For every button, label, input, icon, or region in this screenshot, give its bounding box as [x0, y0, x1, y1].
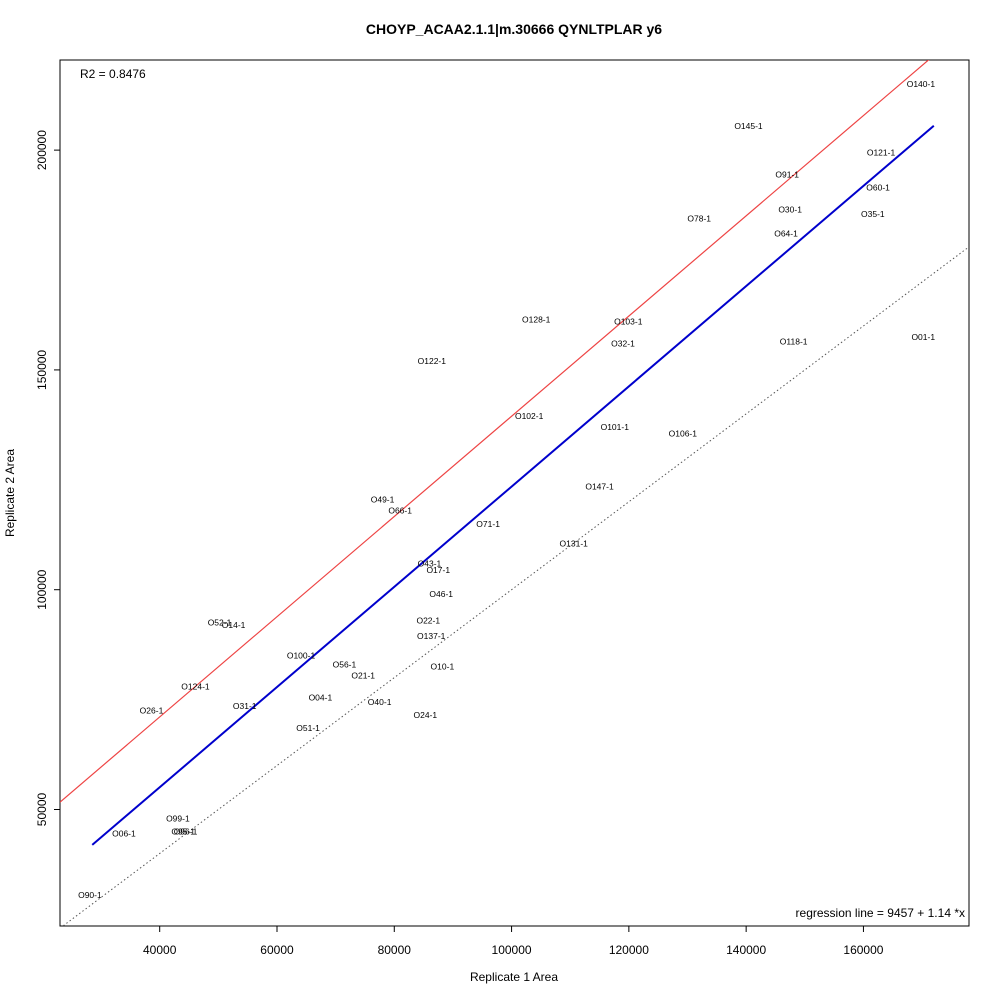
point-label: O14-1: [222, 620, 246, 630]
point-label: O30-1: [778, 204, 802, 214]
point-label: O78-1: [687, 213, 711, 223]
point-label: O71-1: [476, 519, 500, 529]
point-label: O22-1: [416, 615, 440, 625]
point-label: O118-1: [780, 336, 808, 346]
r2-annotation: R2 = 0.8476: [80, 67, 146, 81]
y-axis-label: Replicate 2 Area: [3, 449, 17, 537]
y-tick-label: 150000: [35, 350, 49, 390]
point-label: O31-1: [233, 701, 257, 711]
point-label: O32-1: [611, 339, 635, 349]
point-label: O102-1: [515, 411, 544, 421]
point-label: O131-1: [560, 539, 589, 549]
y-tick-label: 50000: [35, 792, 49, 826]
point-label: O06-1: [112, 829, 136, 839]
point-label: O101-1: [601, 422, 630, 432]
point-label: O100-1: [287, 651, 316, 661]
point-label: O99-1: [166, 813, 190, 823]
point-label: O64-1: [774, 229, 798, 239]
upper-bound-line: [60, 60, 930, 803]
point-label: O01-1: [911, 332, 935, 342]
point-label: O24-1: [414, 710, 438, 720]
point-label: O40-1: [368, 697, 392, 707]
point-label: O140-1: [907, 79, 936, 89]
identity-line: [62, 246, 969, 926]
regression-annotation: regression line = 9457 + 1.14 *x: [796, 906, 965, 920]
point-label: O124-1: [181, 681, 210, 691]
x-tick-label: 120000: [609, 943, 649, 957]
point-label: O122-1: [418, 356, 447, 366]
point-label: O66-1: [388, 506, 412, 516]
regression-line: [91, 125, 935, 846]
point-label: O95-1: [171, 826, 195, 836]
x-tick-label: 40000: [143, 943, 177, 957]
plot-frame: [59, 59, 970, 927]
point-label: O21-1: [351, 670, 375, 680]
y-axis: 50000 100000 150000 200000: [35, 130, 60, 826]
point-label: O90-1: [78, 890, 102, 900]
point-label: O49-1: [371, 495, 395, 505]
point-label: O51-1: [296, 723, 320, 733]
x-tick-label: 80000: [378, 943, 412, 957]
point-label: O106-1: [669, 429, 698, 439]
point-label: O52-1: [208, 618, 232, 628]
x-axis-label: Replicate 1 Area: [470, 970, 558, 984]
reference-lines: [60, 60, 969, 926]
y-tick-label: 100000: [35, 569, 49, 609]
point-labels: O140-1 O145-1 O121-1 O91-1 O60-1 O30-1 O35-1 O7…: [78, 79, 935, 900]
x-axis: 40000 60000 80000 100000 120000 140000 160000: [143, 926, 884, 957]
point-label: O103-1: [614, 317, 643, 327]
point-label: O137-1: [417, 631, 446, 641]
chart-title: CHOYP_ACAA2.1.1|m.30666 QYNLTPLAR y6: [366, 21, 662, 37]
point-label: O60-1: [866, 182, 890, 192]
point-label: O10-1: [431, 662, 455, 672]
point-label: O04-1: [309, 692, 333, 702]
point-label: O128-1: [522, 314, 551, 324]
point-label: O17-1: [426, 565, 450, 575]
point-label: O145-1: [734, 121, 763, 131]
x-tick-label: 60000: [260, 943, 294, 957]
x-tick-label: 100000: [492, 943, 532, 957]
x-tick-label: 140000: [726, 943, 766, 957]
point-label: O26-1: [140, 706, 164, 716]
point-label: O35-1: [861, 209, 885, 219]
point-label: O96-1: [174, 826, 198, 836]
point-label: O91-1: [775, 169, 799, 179]
point-label: O46-1: [429, 589, 453, 599]
point-label: O56-1: [333, 659, 357, 669]
y-tick-label: 200000: [35, 130, 49, 170]
point-label: O147-1: [585, 481, 614, 491]
point-label: O121-1: [867, 147, 896, 157]
x-tick-label: 160000: [843, 943, 883, 957]
point-label: O43-1: [418, 558, 442, 568]
